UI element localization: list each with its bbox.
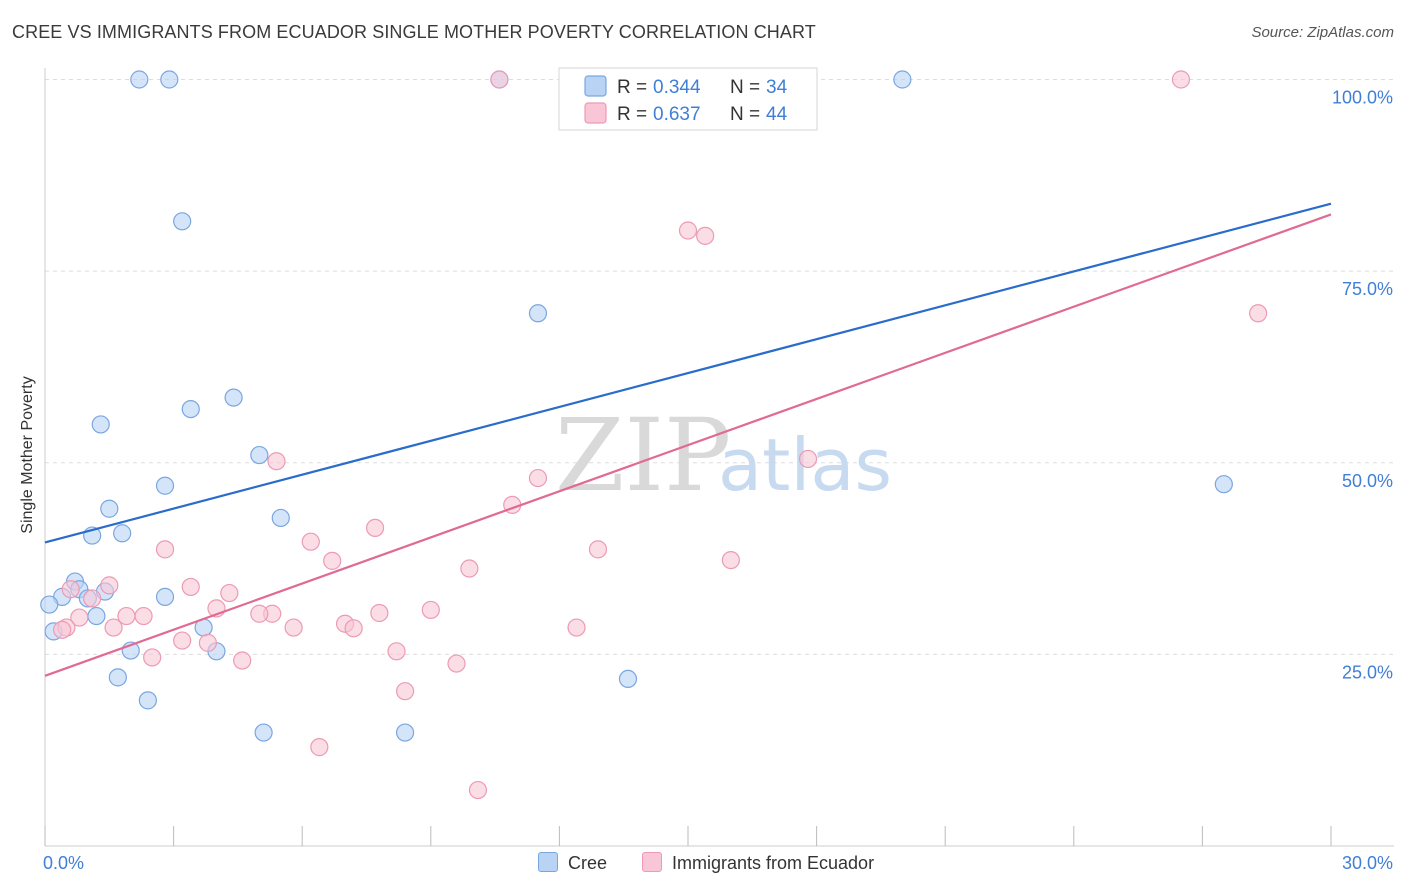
cree-point-0 [130,70,149,89]
ecuador-point-36 [173,631,192,650]
cree-point-8 [181,399,200,419]
cree-point-24 [87,606,106,626]
y-tick-labels: 25.0% 50.0% 75.0% 100.0% [1332,88,1393,683]
ecuador-point-11 [155,540,175,559]
bottom-legend-swatch-cree [538,852,558,872]
cree-point-4 [893,70,912,89]
ecuador-trend-line [44,213,1332,677]
ecuador-point-9 [365,518,385,538]
ecuador-point-19 [61,580,80,599]
ecuador-point-0 [490,70,509,89]
ecuador-point-10 [301,532,320,551]
ecuador-point-24 [134,606,153,626]
legend-swatch-cree [584,75,607,97]
cree-trend-line [44,202,1332,544]
ecuador-point-5 [267,452,286,471]
ecuador-point-4 [1249,304,1268,323]
cree-point-1 [160,70,179,89]
ecuador-point-13 [323,551,342,570]
correlation-legend: R = 0.344 N = 34 R = 0.637 N = 44 [558,67,818,131]
source-label: Source: ZipAtlas.com [1251,24,1394,41]
cree-point-12 [100,499,119,518]
legend-swatch-ecuador [584,102,607,124]
ecuador-point-15 [460,559,479,578]
chart-title: CREE VS IMMIGRANTS FROM ECUADOR SINGLE M… [12,22,816,42]
cree-point-7 [224,388,243,407]
y-tick-label-2: 75.0% [1342,279,1393,299]
y-tick-label-0: 25.0% [1342,662,1393,682]
ecuador-point-16 [100,576,119,595]
cree-point-10 [250,445,269,465]
ecuador-point-12 [588,540,608,559]
ecuador-point-40 [233,651,252,670]
ecuador-point-44 [468,780,488,800]
legend-n-label-ecuador: N = [730,104,760,125]
cree-point-32 [254,723,273,742]
cree-point-31 [618,669,638,689]
ecuador-point-18 [220,583,239,603]
ecuador-points [53,70,1268,800]
cree-point-29 [108,668,127,687]
ecuador-point-27 [370,603,389,623]
ecuador-point-35 [567,618,586,637]
ecuador-point-41 [447,654,466,673]
watermark: ZIP atlas [555,397,892,514]
bottom-legend-label-cree: Cree [568,853,608,873]
legend-n-label-cree: N = [730,77,760,98]
legend-r-value-ecuador: 0.637 [653,104,701,125]
cree-point-11 [155,476,175,495]
watermark-zip: ZIP [555,397,731,514]
gridlines [45,79,1394,655]
axes [44,68,1394,847]
cree-point-13 [271,508,290,528]
ecuador-point-32 [284,618,303,637]
legend-r-value-cree: 0.344 [653,77,701,98]
cree-point-5 [173,212,192,231]
ecuador-point-22 [421,600,440,620]
x-tick-label-max: 30.0% [1342,853,1393,873]
cree-point-9 [91,415,110,434]
bottom-legend-swatch-ecuador [642,852,662,872]
cree-point-23 [40,595,59,614]
cree-point-6 [528,304,548,323]
cree-point-16 [1214,475,1233,494]
x-tick-labels: 0.0% 30.0% [43,853,1393,873]
y-tick-label-1: 50.0% [1342,471,1393,491]
ecuador-point-34 [344,619,363,638]
legend-n-value-ecuador: 44 [766,104,788,125]
ecuador-point-42 [395,682,415,701]
ecuador-point-26 [250,604,269,623]
ecuador-point-3 [696,226,715,245]
ecuador-point-31 [104,618,123,637]
y-tick-label-3: 100.0% [1332,88,1393,108]
ecuador-point-7 [528,468,548,488]
ecuador-point-30 [53,620,72,639]
bottom-legend-ecuador: Immigrants from Ecuador [642,852,874,874]
legend-r-label-cree: R = [617,77,647,98]
ecuador-point-14 [721,550,740,570]
ecuador-point-39 [143,648,162,667]
ecuador-point-43 [310,738,329,757]
ecuador-point-28 [70,608,89,627]
ecuador-point-2 [678,221,698,240]
ecuador-point-1 [1171,70,1191,89]
x-tick-label-min: 0.0% [43,853,84,873]
ecuador-point-38 [387,642,406,661]
legend-n-value-cree: 34 [766,77,788,98]
ecuador-point-17 [181,577,200,597]
ecuador-point-37 [198,633,217,652]
cree-point-30 [138,691,157,710]
bottom-legend-label-ecuador: Immigrants from Ecuador [672,853,875,873]
cree-point-14 [113,524,132,543]
cree-point-21 [155,587,175,606]
trend-lines [44,202,1332,677]
ecuador-point-20 [83,589,102,608]
bottom-legend-cree: Cree [538,852,607,874]
ecuador-point-6 [798,449,818,469]
cree-point-33 [395,723,415,742]
legend-r-label-ecuador: R = [617,104,647,125]
